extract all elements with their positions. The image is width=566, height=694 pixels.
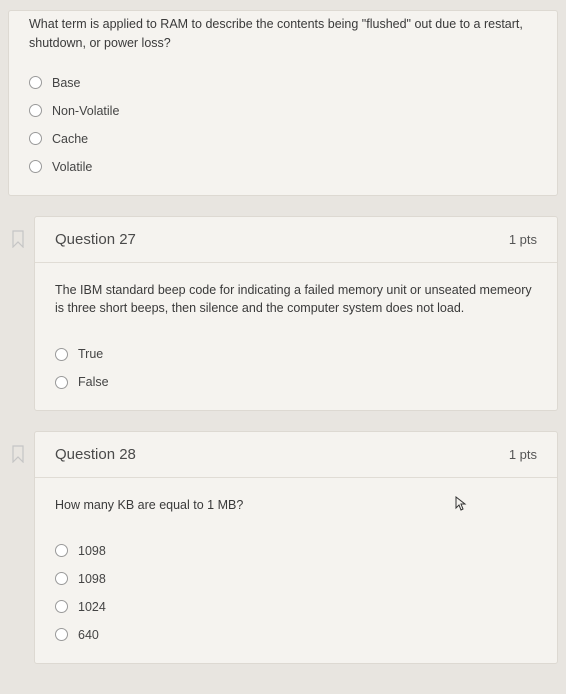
radio-icon[interactable]: [29, 132, 42, 145]
option-label: False: [78, 375, 109, 389]
question-27-header: Question 27 1 pts: [35, 217, 557, 263]
question-27-wrapper: Question 27 1 pts The IBM standard beep …: [34, 216, 558, 412]
question-26-block: What term is applied to RAM to describe …: [8, 10, 558, 196]
question-27-title: Question 27: [55, 231, 136, 248]
option-row[interactable]: Base: [29, 69, 537, 97]
option-label: True: [78, 347, 103, 361]
radio-icon[interactable]: [55, 376, 68, 389]
question-28-title: Question 28: [55, 446, 136, 463]
option-row[interactable]: True: [55, 340, 537, 368]
radio-icon[interactable]: [55, 628, 68, 641]
radio-icon[interactable]: [55, 544, 68, 557]
option-label: 1098: [78, 544, 106, 558]
radio-icon[interactable]: [29, 76, 42, 89]
question-26-options: Base Non-Volatile Cache Volatile: [9, 69, 557, 195]
option-label: 640: [78, 628, 99, 642]
option-label: 1098: [78, 572, 106, 586]
question-26-text: What term is applied to RAM to describe …: [9, 15, 557, 53]
option-row[interactable]: 1024: [55, 593, 537, 621]
bookmark-icon[interactable]: [10, 445, 26, 463]
question-27-text: The IBM standard beep code for indicatin…: [55, 281, 537, 319]
radio-icon[interactable]: [55, 600, 68, 613]
radio-icon[interactable]: [55, 572, 68, 585]
question-28-header: Question 28 1 pts: [35, 432, 557, 478]
option-row[interactable]: 1098: [55, 537, 537, 565]
radio-icon[interactable]: [29, 104, 42, 117]
option-label: Non-Volatile: [52, 104, 119, 118]
question-27-points: 1 pts: [509, 232, 537, 247]
option-row[interactable]: Cache: [29, 125, 537, 153]
question-28-block: Question 28 1 pts How many KB are equal …: [34, 431, 558, 664]
question-28-body: How many KB are equal to 1 MB?: [35, 478, 557, 537]
option-label: Cache: [52, 132, 88, 146]
question-27-block: Question 27 1 pts The IBM standard beep …: [34, 216, 558, 412]
radio-icon[interactable]: [55, 348, 68, 361]
cursor-icon: [455, 496, 467, 512]
option-row[interactable]: False: [55, 368, 537, 396]
option-row[interactable]: Volatile: [29, 153, 537, 181]
question-28-options: 1098 1098 1024 640: [35, 537, 557, 663]
option-row[interactable]: 640: [55, 621, 537, 649]
option-label: Volatile: [52, 160, 92, 174]
question-28-points: 1 pts: [509, 447, 537, 462]
option-label: 1024: [78, 600, 106, 614]
question-28-wrapper: Question 28 1 pts How many KB are equal …: [34, 431, 558, 664]
question-27-options: True False: [35, 340, 557, 410]
question-27-body: The IBM standard beep code for indicatin…: [35, 263, 557, 341]
radio-icon[interactable]: [29, 160, 42, 173]
option-row[interactable]: Non-Volatile: [29, 97, 537, 125]
bookmark-icon[interactable]: [10, 230, 26, 248]
option-label: Base: [52, 76, 81, 90]
option-row[interactable]: 1098: [55, 565, 537, 593]
